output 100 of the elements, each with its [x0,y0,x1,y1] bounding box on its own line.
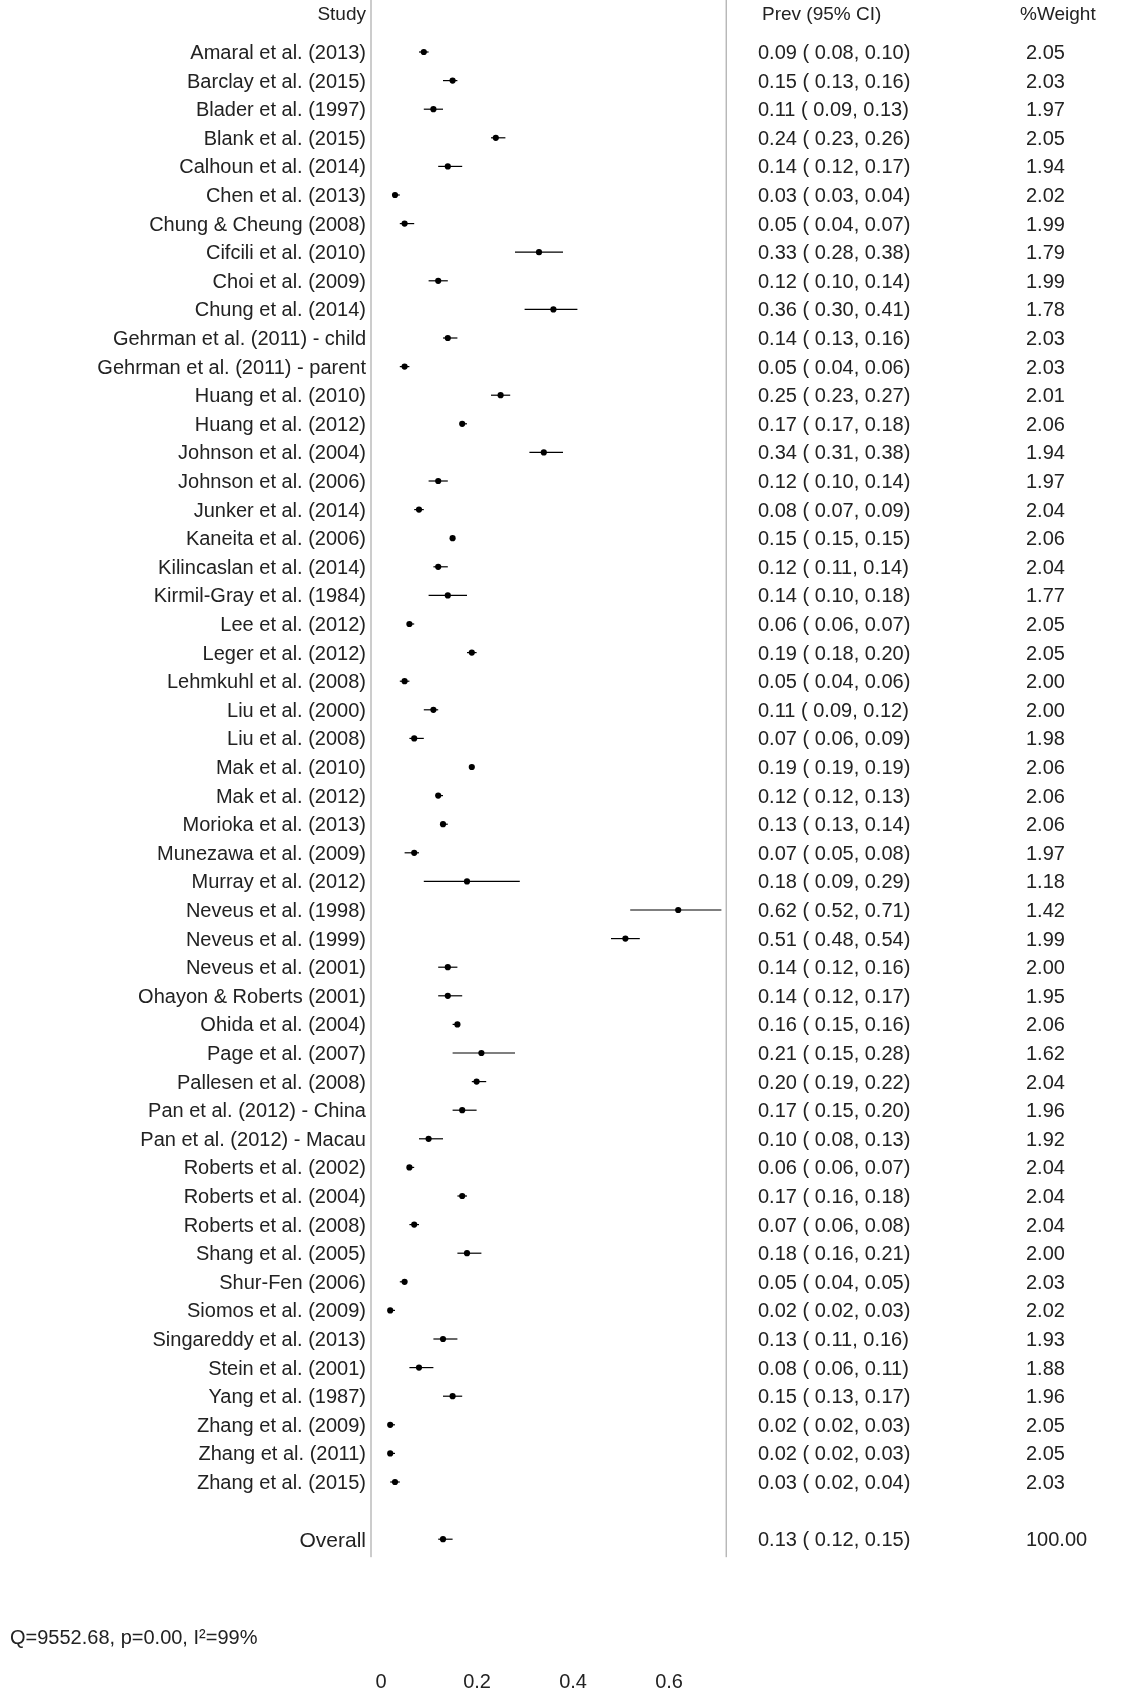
y-tick-label: Lee et al. (2012) [220,613,366,635]
point [444,334,451,342]
point [449,1393,456,1400]
data-label: 0.02 ( 0.02, 0.03) [758,1299,911,1322]
data-label: 0.09 ( 0.08, 0.10) [758,41,911,63]
data-label: 0.19 ( 0.19, 0.19) [758,756,911,778]
data-label: 0.25 ( 0.23, 0.27) [758,384,911,407]
y-tick-label: Shur-Fen (2006) [219,1270,366,1293]
data-label: 0.17 ( 0.16, 0.18) [758,1185,911,1207]
data-label: 0.17 ( 0.15, 0.20) [758,1099,911,1122]
y-tick-label: Johnson et al. (2006) [178,470,366,492]
text: 2.05 [1026,41,1065,63]
data-label: 0.12 ( 0.10, 0.14) [758,269,911,292]
y-tick-label: Roberts et al. (2002) [183,1156,366,1179]
data-label: 0.34 ( 0.31, 0.38) [758,441,911,464]
y-tick-label: Liu et al. (2008) [227,727,366,750]
data-label: 0.14 ( 0.12, 0.17) [758,155,911,178]
data-label: 0.06 ( 0.06, 0.07) [758,1156,911,1179]
y-tick-label: Siomos et al. (2009) [187,1299,366,1322]
text: 2.06 [1026,527,1065,550]
data-label: 0.10 ( 0.08, 0.13) [758,1127,911,1150]
y-tick-label: Roberts et al. (2004) [183,1185,366,1207]
data-label: 0.03 ( 0.02, 0.04) [758,1471,911,1493]
text: Q=9552.68, p=0.00, I²=99% [10,1626,258,1648]
data-label: 0.21 ( 0.15, 0.28) [758,1042,911,1064]
data-label: 0.33 ( 0.28, 0.38) [758,241,911,264]
data-label: 0.15 ( 0.15, 0.15) [758,527,911,550]
data-label: 0.14 ( 0.13, 0.16) [758,327,911,349]
data-label: 0.20 ( 0.19, 0.22) [758,1070,911,1093]
data-label: 0.05 ( 0.04, 0.06) [758,355,911,378]
text: 2.04 [1026,1156,1065,1179]
text: %Weight [1020,3,1097,24]
y-tick-label: Kaneita et al. (2006) [185,527,366,550]
text: 1.94 [1026,155,1065,178]
y-tick-label: Gehrman et al. (2011) - child [112,327,366,349]
data-label: 0.18 ( 0.09, 0.29) [758,870,911,893]
data-label: 0.11 ( 0.09, 0.13) [758,98,909,121]
text: 2.00 [1026,1242,1065,1265]
y-tick-label: Neveus et al. (1999) [185,927,366,950]
y-tick-label: Mak et al. (2012) [215,784,366,807]
text: 2.03 [1026,1270,1065,1293]
data-label: 0.11 ( 0.09, 0.12) [758,698,909,721]
point [435,477,442,485]
y-tick-label: Calhoun et al. (2014) [179,155,366,178]
y-tick-label: Neveus et al. (1998) [185,899,366,921]
y-tick-label: Munezawa et al. (2009) [156,841,366,864]
text: 1.77 [1026,584,1065,607]
y-tick-label: Kilincaslan et al. (2014) [158,555,366,578]
data-label: 0.14 ( 0.12, 0.16) [758,956,911,979]
y-tick-label: Choi et al. (2009) [212,269,366,292]
y-tick-label: Page et al. (2007) [207,1042,366,1064]
point [540,449,547,456]
y-tick-label: Huang et al. (2010) [194,384,366,407]
text: 2.05 [1026,1413,1065,1436]
text: 2.03 [1026,355,1065,378]
text: 2.04 [1026,1213,1065,1236]
y-tick-label: Zhang et al. (2015) [197,1471,366,1493]
text: 1.99 [1026,269,1065,292]
point [430,106,437,113]
point [444,163,451,170]
y-tick-label: Singareddy et al. (2013) [152,1328,366,1350]
y-tick-label: Lehmkuhl et al. (2008) [166,670,366,693]
point [411,849,418,856]
data-label: 0.12 ( 0.11, 0.14) [758,555,909,578]
text: 1.94 [1026,441,1065,464]
y-tick-label: Amaral et al. (2013) [190,41,366,63]
data-label: 0.07 ( 0.06, 0.09) [758,727,911,750]
y-axis-title: Study [317,3,367,24]
point [415,1364,423,1371]
y-tick-label: Yang et al. (1987) [208,1385,366,1408]
point [444,964,451,971]
y-tick-label: Ohayon & Roberts (2001) [138,984,366,1007]
data-label: 0.24 ( 0.23, 0.26) [758,126,911,149]
point [439,1536,447,1543]
text: 1.42 [1026,899,1065,921]
x-tick-label: 0.6 [655,1670,684,1693]
text: 2.06 [1026,1013,1065,1036]
data-label: 0.08 ( 0.07, 0.09) [758,498,911,521]
text: 1.98 [1026,727,1065,750]
text: 1.97 [1026,98,1065,121]
text: 2.00 [1026,670,1065,693]
point [473,1078,480,1085]
y-tick-label: Morioka et al. (2013) [182,813,366,836]
point [550,306,557,313]
y-tick-label: Huang et al. (2012) [194,412,366,435]
y-tick-label: Blader et al. (1997) [195,98,366,121]
y-tick-label: Chung & Cheung (2008) [149,212,366,235]
point [411,735,418,742]
x-tick-label: 0 [375,1670,387,1693]
data-label: 0.05 ( 0.04, 0.07) [758,212,911,235]
point [459,1107,466,1114]
text: 1.92 [1026,1127,1065,1150]
point [535,249,543,256]
x-tick-label: 0.4 [559,1670,588,1693]
text: 1.62 [1026,1042,1065,1064]
y-tick-label: Junker et al. (2014) [193,498,366,521]
y-tick-label: Pan et al. (2012) - Macau [140,1127,366,1150]
text: 2.04 [1026,1185,1065,1207]
text: 1.96 [1026,1099,1065,1122]
data-label: 0.02 ( 0.02, 0.03) [758,1442,911,1465]
